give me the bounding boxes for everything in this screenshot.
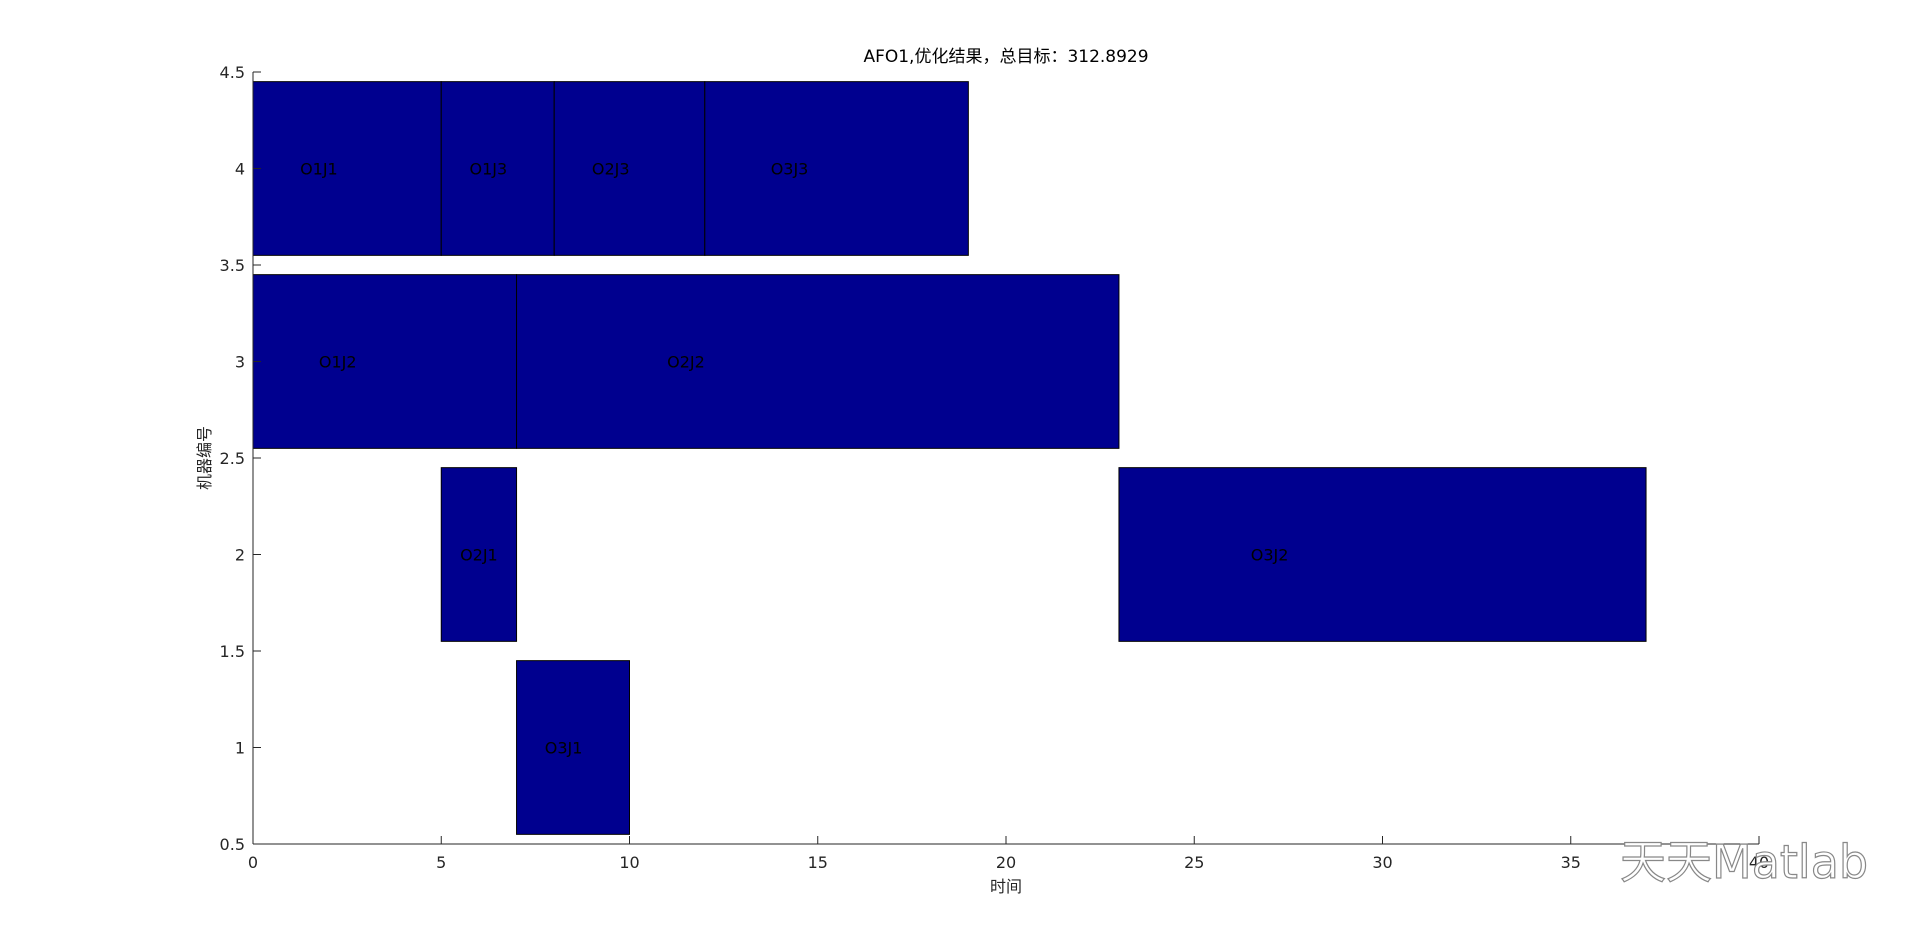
x-tick-label: 35 (1561, 853, 1581, 872)
y-axis-label: 机器编号 (195, 426, 214, 490)
x-tick-label: 15 (808, 853, 828, 872)
task-bar (516, 660, 630, 835)
y-tick-label: 4.5 (220, 63, 245, 82)
y-tick-label: 3 (235, 353, 245, 372)
y-tick-label: 1 (235, 739, 245, 758)
task-label: O2J3 (592, 160, 630, 179)
task-bar (704, 81, 969, 256)
task-label: O3J1 (545, 739, 583, 758)
task-bar (440, 81, 555, 256)
task-bar (516, 274, 1120, 449)
y-tick-label: 2.5 (220, 449, 245, 468)
task-label: O3J3 (771, 160, 809, 179)
x-tick-label: 25 (1184, 853, 1204, 872)
y-tick-label: 1.5 (220, 642, 245, 661)
task-bar (440, 467, 518, 642)
task-label: O1J1 (300, 160, 338, 179)
task-bar (1118, 467, 1647, 642)
task-label: O1J3 (469, 160, 507, 179)
x-tick-label: 0 (248, 853, 258, 872)
task-bar (553, 81, 706, 256)
x-tick-label: 20 (996, 853, 1016, 872)
x-tick-label: 30 (1372, 853, 1392, 872)
task-label: O2J1 (460, 546, 498, 565)
y-tick-label: 2 (235, 546, 245, 565)
task-label: O1J2 (319, 353, 357, 372)
x-tick-label: 40 (1749, 853, 1769, 872)
y-tick-label: 4 (235, 160, 245, 179)
task-label: O2J2 (667, 353, 705, 372)
y-tick-label: 3.5 (220, 256, 245, 275)
task-label: O3J2 (1251, 546, 1289, 565)
watermark: 天天Matlab (1620, 835, 1868, 889)
chart-title: AFO1,优化结果，总目标：312.8929 (863, 47, 1148, 67)
y-tick-label: 0.5 (220, 835, 245, 854)
task-bar (252, 274, 518, 449)
x-tick-label: 10 (619, 853, 639, 872)
task-bar (252, 81, 442, 256)
x-tick-label: 5 (436, 853, 446, 872)
x-axis-label: 时间 (990, 877, 1022, 896)
